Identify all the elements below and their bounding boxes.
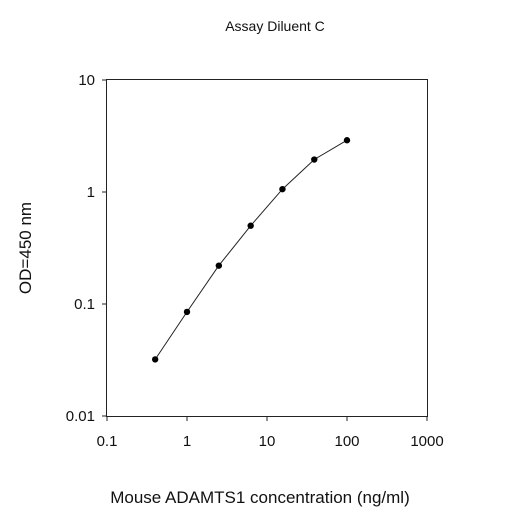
x-tick-label: 0.1 bbox=[97, 433, 118, 450]
x-tick-label: 10 bbox=[259, 433, 276, 450]
x-tick-label: 100 bbox=[334, 433, 359, 450]
y-tick-label: 10 bbox=[78, 72, 95, 89]
series-line bbox=[154, 139, 348, 360]
x-tick-label: 1000 bbox=[410, 433, 443, 450]
chart-title: Assay Diluent C bbox=[225, 18, 325, 34]
data-point bbox=[247, 222, 254, 229]
x-tick-label: 1 bbox=[183, 433, 191, 450]
y-axis-ticks: 0.01 0.1 1 10 bbox=[66, 72, 107, 425]
data-point bbox=[311, 156, 318, 163]
y-tick-label: 0.1 bbox=[74, 296, 95, 313]
x-axis-ticks: 0.1 1 10 100 1000 bbox=[97, 416, 444, 450]
data-point bbox=[279, 185, 286, 193]
x-axis-label: Mouse ADAMTS1 concentration (ng/ml) bbox=[110, 488, 410, 507]
data-series bbox=[151, 137, 351, 363]
plot-frame bbox=[106, 79, 428, 417]
data-point bbox=[215, 262, 223, 269]
y-axis-label: OD=450 nm bbox=[16, 202, 35, 294]
y-tick-label: 0.01 bbox=[66, 408, 95, 425]
data-point bbox=[183, 308, 191, 316]
data-point bbox=[343, 137, 351, 144]
y-tick-label: 1 bbox=[87, 184, 95, 201]
data-point bbox=[151, 356, 159, 363]
